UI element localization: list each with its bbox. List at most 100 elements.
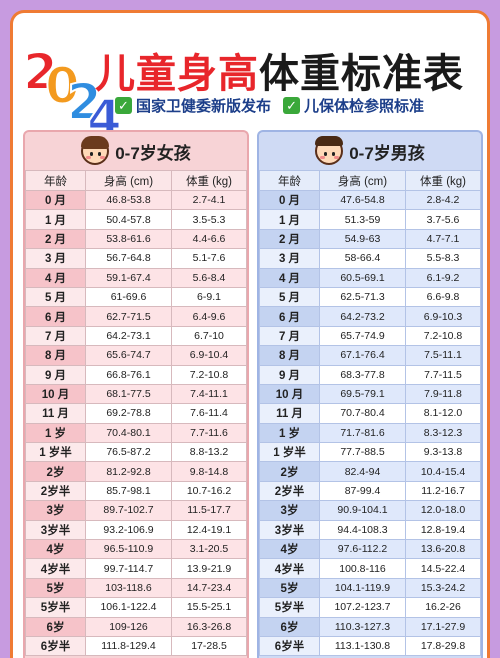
- height-cell: 94.4-108.3: [319, 519, 406, 541]
- weight-cell: 14.7-23.4: [171, 577, 247, 599]
- weight-cell: 7.6-11.4: [171, 403, 247, 424]
- table-row: 4岁 96.5-110.9 3.1-20.5: [25, 539, 247, 560]
- chart-card: 2 0 2 4 儿童身高体重标准表 ✓ 国家卫健委新版发布 ✓ 儿保体检参照标准: [10, 10, 490, 658]
- girl-face-icon: [81, 136, 110, 165]
- table-row: 2岁 82.4-94 10.4-15.4: [259, 461, 481, 482]
- year-digit: 0: [44, 57, 81, 115]
- table-row: 9 月 66.8-76.1 7.2-10.8: [25, 364, 247, 385]
- table-row: 6岁 110.3-127.3 17.1-27.9: [259, 616, 481, 637]
- page-title: 儿童身高体重标准表: [95, 41, 464, 99]
- column-header-weight: 体重 (kg): [171, 170, 247, 191]
- table-row: 10 月 69.5-79.1 7.9-11.8: [259, 383, 481, 405]
- height-cell: 66.8-76.1: [85, 364, 172, 385]
- age-cell: 1 月: [259, 209, 320, 230]
- height-cell: 76.5-87.2: [85, 442, 172, 463]
- table-row: 2岁 81.2-92.8 9.8-14.8: [25, 461, 247, 482]
- age-cell: 9 月: [25, 364, 86, 385]
- weight-cell: 8.3-12.3: [405, 422, 481, 444]
- height-cell: 68.3-77.8: [319, 364, 406, 385]
- boys-title: 0-7岁男孩: [349, 143, 425, 163]
- table-row: 8 月 67.1-76.4 7.5-11.1: [259, 345, 481, 366]
- column-header-height: 身高 (cm): [85, 170, 172, 191]
- weight-cell: 15.5-25.1: [171, 597, 247, 618]
- girls-title: 0-7岁女孩: [115, 143, 191, 163]
- age-cell: 4岁: [25, 539, 86, 560]
- table-row: 5岁半 107.2-123.7 16.2-26: [259, 597, 481, 618]
- height-cell: 71.7-81.6: [319, 422, 406, 444]
- weight-cell: 14.5-22.4: [405, 558, 481, 579]
- height-cell: 70.7-80.4: [319, 403, 406, 424]
- age-cell: 6 月: [25, 306, 86, 327]
- table-row: 5岁 104.1-119.9 15.3-24.2: [259, 577, 481, 599]
- age-cell: 10 月: [25, 383, 86, 405]
- weight-cell: 7.9-11.8: [405, 383, 481, 405]
- age-cell: 2 月: [259, 228, 320, 250]
- column-header-height: 身高 (cm): [319, 170, 406, 191]
- age-cell: 0 月: [25, 189, 86, 211]
- age-cell: 11 月: [25, 403, 86, 424]
- table-row: 3岁半 94.4-108.3 12.8-19.4: [259, 519, 481, 541]
- height-cell: 104.1-119.9: [319, 577, 406, 599]
- weight-cell: 13.9-21.9: [171, 558, 247, 579]
- height-cell: 85.7-98.1: [85, 480, 172, 502]
- age-cell: 1 月: [25, 209, 86, 230]
- age-cell: 2岁: [25, 461, 86, 482]
- height-cell: 113.1-130.8: [319, 635, 406, 657]
- height-cell: 62.5-71.3: [319, 286, 406, 308]
- girls-table-body: 0 月 46.8-53.8 2.7-4.1 1 月 50.4-57.8 3.5-5.3 2 …: [25, 189, 247, 657]
- age-cell: 4岁半: [25, 558, 86, 579]
- boys-panel-header: 0-7岁男孩: [259, 132, 481, 170]
- girls-panel-header: 0-7岁女孩: [25, 132, 247, 170]
- weight-cell: 16.3-26.8: [171, 616, 247, 637]
- height-cell: 77.7-88.5: [319, 442, 406, 463]
- boys-panel: 0-7岁男孩 年龄 身高 (cm) 体重 (kg) 0 月 47.6-54.8 2.…: [257, 130, 483, 658]
- height-cell: 103-118.6: [85, 577, 172, 599]
- column-header-weight: 体重 (kg): [405, 170, 481, 191]
- height-cell: 109-126: [85, 616, 172, 637]
- table-row: 6 月 64.2-73.2 6.9-10.3: [259, 306, 481, 327]
- height-cell: 82.4-94: [319, 461, 406, 482]
- height-cell: 70.4-80.1: [85, 422, 172, 444]
- weight-cell: 12.4-19.1: [171, 519, 247, 541]
- weight-cell: 4.7-7.1: [405, 228, 481, 250]
- height-cell: 96.5-110.9: [85, 539, 172, 560]
- weight-cell: 8.1-12.0: [405, 403, 481, 424]
- weight-cell: 3.7-5.6: [405, 209, 481, 230]
- weight-cell: 9.8-14.8: [171, 461, 247, 482]
- height-cell: 107.2-123.7: [319, 597, 406, 618]
- height-cell: 87-99.4: [319, 480, 406, 502]
- age-cell: 4 月: [25, 267, 86, 288]
- table-row: 5 月 61-69.6 6-9.1: [25, 286, 247, 308]
- tag-label: 儿保体检参照标准: [304, 98, 425, 115]
- weight-cell: 6-9.1: [171, 286, 247, 308]
- height-cell: 69.5-79.1: [319, 383, 406, 405]
- check-icon: ✓: [115, 97, 132, 114]
- weight-cell: 2.8-4.2: [405, 189, 481, 211]
- table-row: 11 月 69.2-78.8 7.6-11.4: [25, 403, 247, 424]
- height-cell: 50.4-57.8: [85, 209, 172, 230]
- tag-label: 国家卫健委新版发布: [136, 98, 272, 115]
- table-header-row: 年龄 身高 (cm) 体重 (kg): [259, 170, 481, 191]
- age-cell: 2 月: [25, 228, 86, 250]
- table-row: 1 岁半 76.5-87.2 8.8-13.2: [25, 442, 247, 463]
- age-cell: 8 月: [25, 345, 86, 366]
- height-cell: 81.2-92.8: [85, 461, 172, 482]
- title-highlight: 儿童身高: [95, 51, 259, 97]
- table-row: 7 月 64.2-73.1 6.7-10: [25, 325, 247, 347]
- weight-cell: 5.5-8.3: [405, 248, 481, 269]
- height-cell: 65.7-74.9: [319, 325, 406, 347]
- table-row: 4 月 60.5-69.1 6.1-9.2: [259, 267, 481, 288]
- age-cell: 1 岁半: [259, 442, 320, 463]
- girls-table: 年龄 身高 (cm) 体重 (kg) 0 月 46.8-53.8 2.7-4.1 1 …: [25, 170, 247, 657]
- age-cell: 10 月: [259, 383, 320, 405]
- height-cell: 69.2-78.8: [85, 403, 172, 424]
- boy-face-icon: [315, 136, 344, 165]
- table-row: 8 月 65.6-74.7 6.9-10.4: [25, 345, 247, 366]
- height-cell: 97.6-112.2: [319, 539, 406, 560]
- table-row: 2岁半 85.7-98.1 10.7-16.2: [25, 480, 247, 502]
- height-cell: 89.7-102.7: [85, 500, 172, 521]
- weight-cell: 11.2-16.7: [405, 480, 481, 502]
- table-row: 1 月 50.4-57.8 3.5-5.3: [25, 209, 247, 230]
- weight-cell: 6.9-10.4: [171, 345, 247, 366]
